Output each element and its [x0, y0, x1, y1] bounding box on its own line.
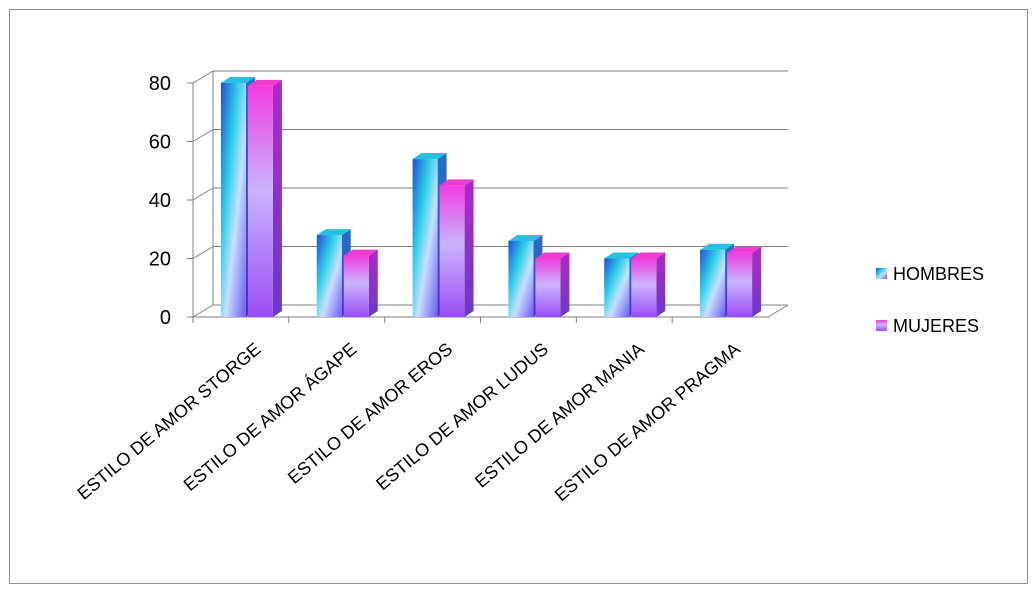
y-tick-label: 40	[149, 190, 171, 212]
x-tick-label: ESTILO DE AMOR LUDUS	[372, 339, 552, 494]
y-tick-label: 60	[149, 132, 171, 154]
legend-label-mujeres: MUJERES	[893, 316, 979, 336]
bars	[220, 77, 762, 317]
x-tick-label: ESTILO DE AMOR PRAGMA	[551, 339, 744, 505]
x-tick-label: ESTILO DE AMOR EROS	[284, 339, 456, 488]
y-tick-label: 20	[149, 249, 171, 271]
gridline-side	[192, 246, 214, 259]
x-tick-label: ESTILO DE AMOR ÁGAPE	[180, 339, 361, 495]
legend-swatch-hombres	[876, 268, 887, 279]
y-tick-labels: 0 20 40 60 80	[149, 73, 171, 329]
bar-mujeres	[631, 252, 666, 317]
gridline-side	[192, 304, 214, 318]
gridline-side	[192, 129, 214, 142]
bar-mujeres	[343, 249, 378, 317]
bar-mujeres	[727, 246, 762, 317]
y-tick-label: 80	[149, 73, 171, 95]
legend: HOMBRES MUJERES	[876, 264, 984, 336]
bar-mujeres	[247, 79, 282, 317]
bar-mujeres	[439, 179, 474, 317]
axes	[187, 71, 789, 323]
legend-swatch-mujeres	[876, 320, 887, 331]
chart-frame: 0 20 40 60 80 ESTILO DE AMOR STORGE ESTILO DE…	[9, 9, 1028, 584]
floor-edge	[767, 304, 789, 318]
bar-mujeres	[535, 252, 570, 317]
legend-label-hombres: HOMBRES	[893, 264, 984, 284]
gridlines	[192, 70, 788, 318]
x-tick-label: ESTILO DE AMOR STORGE	[73, 339, 264, 504]
x-tick-label: ESTILO DE AMOR MANIA	[471, 339, 648, 492]
gridline-side	[192, 187, 214, 201]
y-tick-label: 0	[160, 307, 171, 329]
gridline-side	[192, 70, 214, 84]
